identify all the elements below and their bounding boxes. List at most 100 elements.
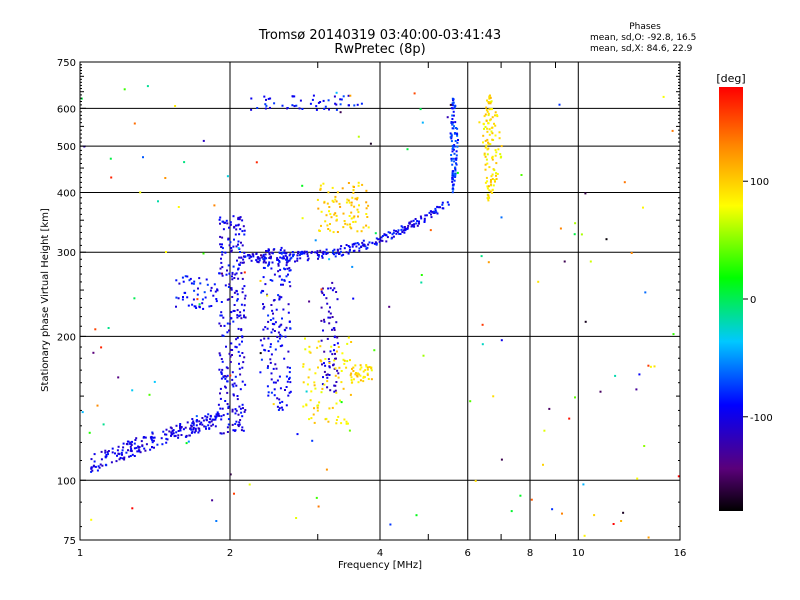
data-point xyxy=(165,251,167,253)
data-point xyxy=(364,245,367,248)
data-point xyxy=(612,523,615,525)
data-point xyxy=(260,291,263,294)
data-point xyxy=(309,399,312,402)
data-point xyxy=(267,337,270,340)
data-point xyxy=(339,250,342,253)
data-point xyxy=(243,309,245,312)
data-point xyxy=(339,247,342,250)
data-point xyxy=(288,259,291,262)
data-point xyxy=(118,458,121,461)
data-point xyxy=(433,210,435,213)
data-point xyxy=(188,279,191,282)
data-point xyxy=(354,197,357,200)
data-point xyxy=(133,297,136,300)
data-point xyxy=(530,498,533,501)
data-point xyxy=(212,294,215,297)
data-point xyxy=(182,280,185,283)
data-point xyxy=(192,426,195,429)
data-point xyxy=(244,409,247,411)
data-point xyxy=(130,448,133,450)
data-point xyxy=(94,465,97,468)
data-point xyxy=(332,363,335,366)
data-point xyxy=(252,255,255,258)
data-point xyxy=(378,240,381,243)
data-point xyxy=(239,407,242,410)
data-point xyxy=(219,397,222,400)
data-point xyxy=(333,359,336,362)
data-point xyxy=(413,92,416,95)
data-point xyxy=(186,275,189,278)
data-point xyxy=(231,410,234,413)
data-point xyxy=(130,443,133,446)
data-point xyxy=(225,273,228,276)
data-point xyxy=(153,446,155,449)
data-point xyxy=(255,252,258,255)
data-point xyxy=(490,179,492,181)
data-point xyxy=(281,317,283,320)
data-point xyxy=(321,251,324,254)
data-point xyxy=(355,374,358,377)
data-point xyxy=(362,375,365,378)
data-point xyxy=(121,453,123,456)
data-point xyxy=(219,235,222,238)
data-point xyxy=(487,101,490,103)
data-point xyxy=(411,224,414,227)
data-point xyxy=(559,227,562,230)
data-point xyxy=(289,285,292,288)
data-point xyxy=(220,301,223,303)
data-point xyxy=(339,205,342,208)
data-point xyxy=(226,374,229,377)
data-point xyxy=(418,220,420,223)
data-point xyxy=(228,272,231,275)
data-point xyxy=(332,200,335,203)
data-point xyxy=(269,358,272,361)
data-point xyxy=(186,421,189,424)
data-point xyxy=(356,208,359,211)
data-point xyxy=(455,163,458,166)
data-point xyxy=(185,442,188,445)
data-point xyxy=(224,375,226,378)
data-point xyxy=(677,475,680,478)
data-point xyxy=(264,103,267,106)
data-point xyxy=(358,249,361,252)
data-point xyxy=(300,253,303,255)
data-point xyxy=(325,253,328,255)
data-point xyxy=(321,256,324,259)
data-point xyxy=(183,161,186,164)
data-point xyxy=(494,114,496,117)
data-point xyxy=(328,362,331,364)
data-point xyxy=(92,465,95,468)
data-point xyxy=(346,198,349,201)
data-point xyxy=(486,130,489,133)
data-point xyxy=(272,403,275,406)
data-point xyxy=(177,430,180,432)
data-point xyxy=(170,434,172,437)
data-point xyxy=(451,118,454,120)
data-point xyxy=(226,269,228,272)
data-point xyxy=(272,312,274,315)
data-point xyxy=(177,436,180,439)
data-point xyxy=(243,304,246,307)
data-point xyxy=(289,366,291,369)
data-point xyxy=(316,198,319,201)
data-point xyxy=(314,251,317,254)
data-point xyxy=(327,287,330,290)
data-point xyxy=(281,400,284,403)
data-point xyxy=(278,337,281,340)
data-point xyxy=(235,272,238,275)
data-point xyxy=(366,372,369,375)
data-point xyxy=(351,196,354,199)
data-point xyxy=(237,218,240,221)
data-point xyxy=(349,374,352,377)
data-point xyxy=(580,233,583,236)
data-point xyxy=(100,346,103,349)
data-point xyxy=(345,201,348,204)
data-point xyxy=(236,336,239,339)
data-point xyxy=(269,343,272,346)
data-point xyxy=(216,288,219,291)
data-point xyxy=(224,221,227,224)
data-point xyxy=(561,512,563,515)
data-point xyxy=(256,107,259,109)
data-point xyxy=(453,125,455,128)
data-point xyxy=(352,370,355,372)
